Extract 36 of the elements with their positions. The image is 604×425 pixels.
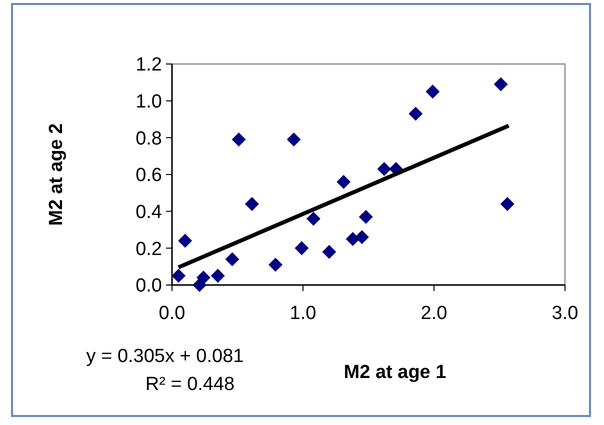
point: [172, 268, 186, 283]
point: [426, 84, 440, 99]
x-axis-title: M2 at age 1: [344, 362, 447, 383]
point: [225, 252, 240, 266]
x-tick-label: 0.0: [158, 303, 186, 324]
y-axis-title: M2 at age 2: [46, 123, 67, 226]
x-tick-label: 1.0: [290, 303, 316, 324]
point: [354, 230, 369, 244]
point: [377, 162, 392, 176]
y-tick-label: 0.6: [136, 165, 162, 186]
y-tick-label: 0.2: [136, 238, 162, 260]
point: [346, 232, 360, 246]
point: [232, 132, 246, 147]
x-tick-label: 3.0: [552, 303, 578, 324]
point: [178, 234, 192, 248]
y-tick-label: 1.2: [136, 54, 162, 76]
point: [306, 212, 320, 226]
point: [268, 258, 282, 272]
y-tick-label: 0.0: [136, 276, 162, 297]
text: R² = 0.448: [145, 374, 235, 395]
y-tick-label: 1.0: [136, 91, 162, 112]
point: [408, 106, 423, 121]
point: [286, 132, 301, 147]
x-tick-label: 2.0: [420, 303, 448, 324]
point: [210, 268, 225, 283]
point: [196, 270, 210, 285]
point: [494, 77, 508, 92]
point: [358, 210, 373, 224]
y-tick-label: 0.4: [136, 202, 162, 223]
point: [294, 241, 309, 256]
text: y = 0.305x + 0.081: [86, 346, 244, 367]
point: [322, 244, 336, 259]
point: [500, 196, 514, 211]
point: [244, 196, 259, 211]
point: [336, 174, 351, 189]
y-tick-label: 0.8: [136, 128, 162, 150]
